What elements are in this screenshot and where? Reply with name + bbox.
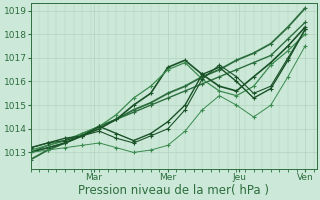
X-axis label: Pression niveau de la mer( hPa ): Pression niveau de la mer( hPa ) — [78, 184, 269, 197]
